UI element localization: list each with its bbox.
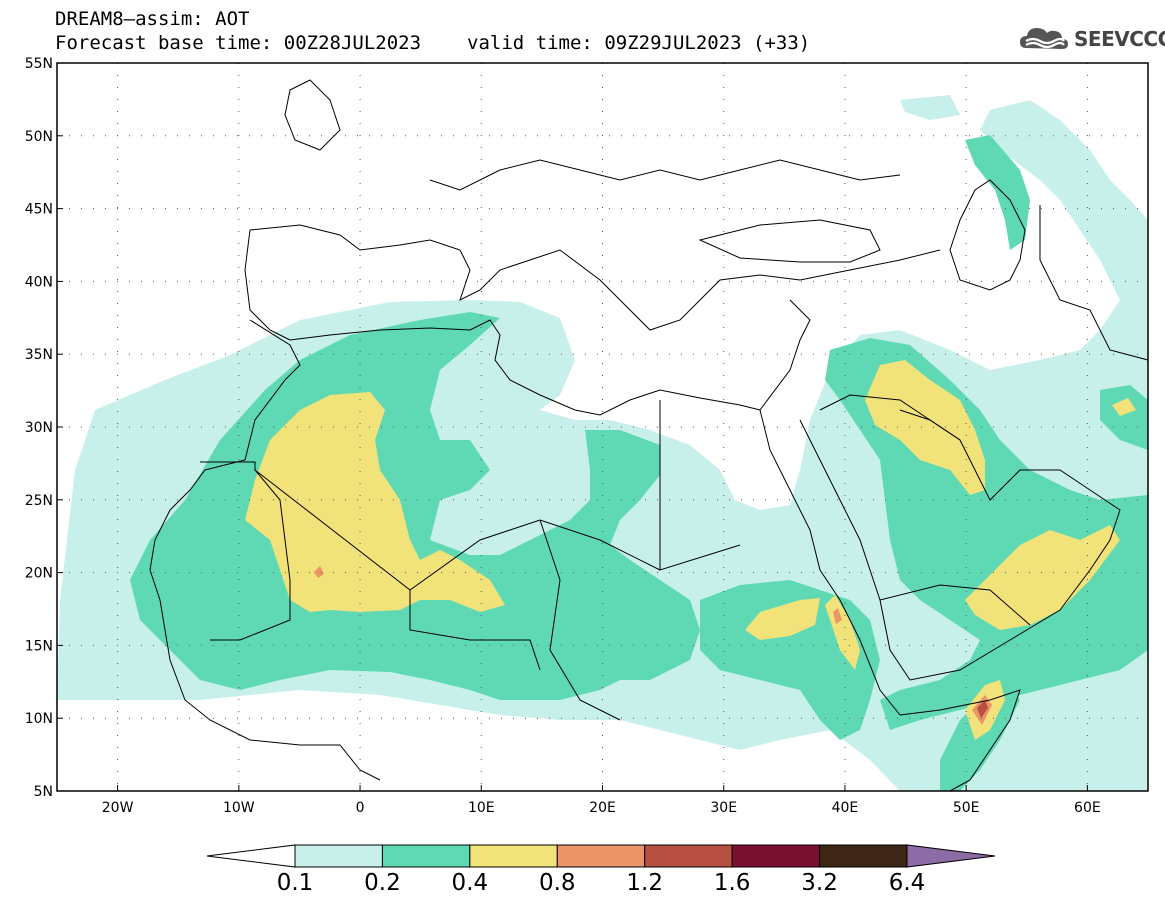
forecast-base-time: Forecast base time: 00Z28JUL2023 [55,32,422,54]
logo-text: SEEVCCC [1074,27,1165,51]
lat-tick-label: 20N [25,566,53,582]
aot-level-0.2-iran [1100,385,1148,450]
lat-tick-label: 30N [25,420,53,436]
lon-tick-label: 60E [1074,800,1101,816]
lat-tick-label: 10N [25,711,53,727]
coastline-horn [899,689,1021,791]
lat-tick-label: 15N [25,638,53,654]
coastline-black-sea [698,219,881,263]
coastline-red-sea [759,409,901,716]
lat-tick-label: 25N [25,493,53,509]
lat-tick-label: 40N [25,274,53,290]
aot-level-0.8-mali [314,566,324,578]
coastline-iberia [244,229,291,341]
lat-tick-label: 55N [25,56,53,72]
colorbar-segment [556,844,646,868]
border-iran [1039,205,1148,361]
colorbar-segment [731,844,821,868]
colorbar-segment [469,844,558,868]
border-mauritania [200,461,291,641]
aot-colorbar [206,844,996,868]
coastline-caspian [949,179,1026,291]
colorbar-label: 1.6 [713,870,751,896]
country-borders [149,79,1148,791]
lat-tick-label: 35N [25,347,53,363]
coastline-mediterranean-east [759,299,811,411]
longitude-tick-labels: 20W 10W 0 10E 20E 30E 40E 50E 60E [102,785,1101,816]
border-libya-egypt [659,400,741,571]
border-saudi-yemen [879,584,1031,626]
aot-level-0.1-arabian-sea [1040,680,1148,791]
border-saudi-iraq [819,394,961,441]
coastline-west-africa [149,319,381,781]
border-chad-sudan [539,519,621,721]
colorbar-label: 6.4 [888,870,926,896]
colorbar-segment [381,844,471,868]
lon-tick-label: 0 [356,800,365,816]
cloud-logo-icon [1020,28,1068,49]
colorbar-label: 0.8 [538,870,576,896]
colorbar-label: 1.2 [626,870,663,896]
colorbar-label: 0.1 [276,870,314,896]
aot-level-0.4-iran-patch [1112,398,1136,416]
aot-level-0.2-caspian [965,135,1030,250]
lat-tick-label: 50N [25,129,53,145]
aot-level-0.4-west-sahara [245,392,505,612]
coastline-europe [249,224,941,331]
coastline-uk [284,79,341,151]
lon-tick-label: 30E [710,800,737,816]
coastline-north-africa [289,319,761,416]
valid-time: valid time: 09Z29JUL2023 (+33) [467,32,811,54]
border-niger-nigeria [409,590,541,671]
aot-level-0.4-sudan [745,598,820,640]
latitude-tick-labels: 55N 50N 45N 40N 35N 30N 25N 20N 15N 10N 5N [25,56,63,800]
aot-level-1.2-somalia [977,700,988,718]
colorbar-segment [294,844,383,868]
aot-level-0.4-iraq [865,360,985,495]
colorbar-segment [644,844,733,868]
colorbar-label: 0.2 [364,870,401,896]
lon-tick-label: 20W [102,800,134,816]
aot-level-0.1-caspian [900,95,960,120]
coastline-arabia [799,409,1121,681]
lat-tick-label: 45N [25,202,53,218]
colorbar-label: 0.4 [451,870,489,896]
border-algeria-mali [254,469,661,591]
colorbar-extend-low [206,844,296,868]
aot-level-0.4-oman [965,525,1120,630]
map-title: DREAM8–assim: AOT [55,8,250,30]
map-subtitle: Forecast base time: 00Z28JUL2023 valid ti… [55,32,810,54]
colorbar-extend-high [906,844,996,868]
seevccc-logo: SEEVCCC [1018,24,1165,54]
lon-tick-label: 50E [953,800,980,816]
lon-tick-label: 10E [468,800,495,816]
lon-tick-label: 20E [589,800,616,816]
lon-tick-label: 40E [832,800,859,816]
colorbar-label: 3.2 [801,870,838,896]
lat-tick-label: 5N [34,784,53,800]
aot-level-0.8-eritrea [833,608,842,624]
aot-level-0.2-sahara [130,312,700,700]
lon-tick-label: 10W [223,800,255,816]
colorbar-segment [819,844,908,868]
aot-contours [57,95,1148,791]
border-europe-internal [429,159,901,191]
